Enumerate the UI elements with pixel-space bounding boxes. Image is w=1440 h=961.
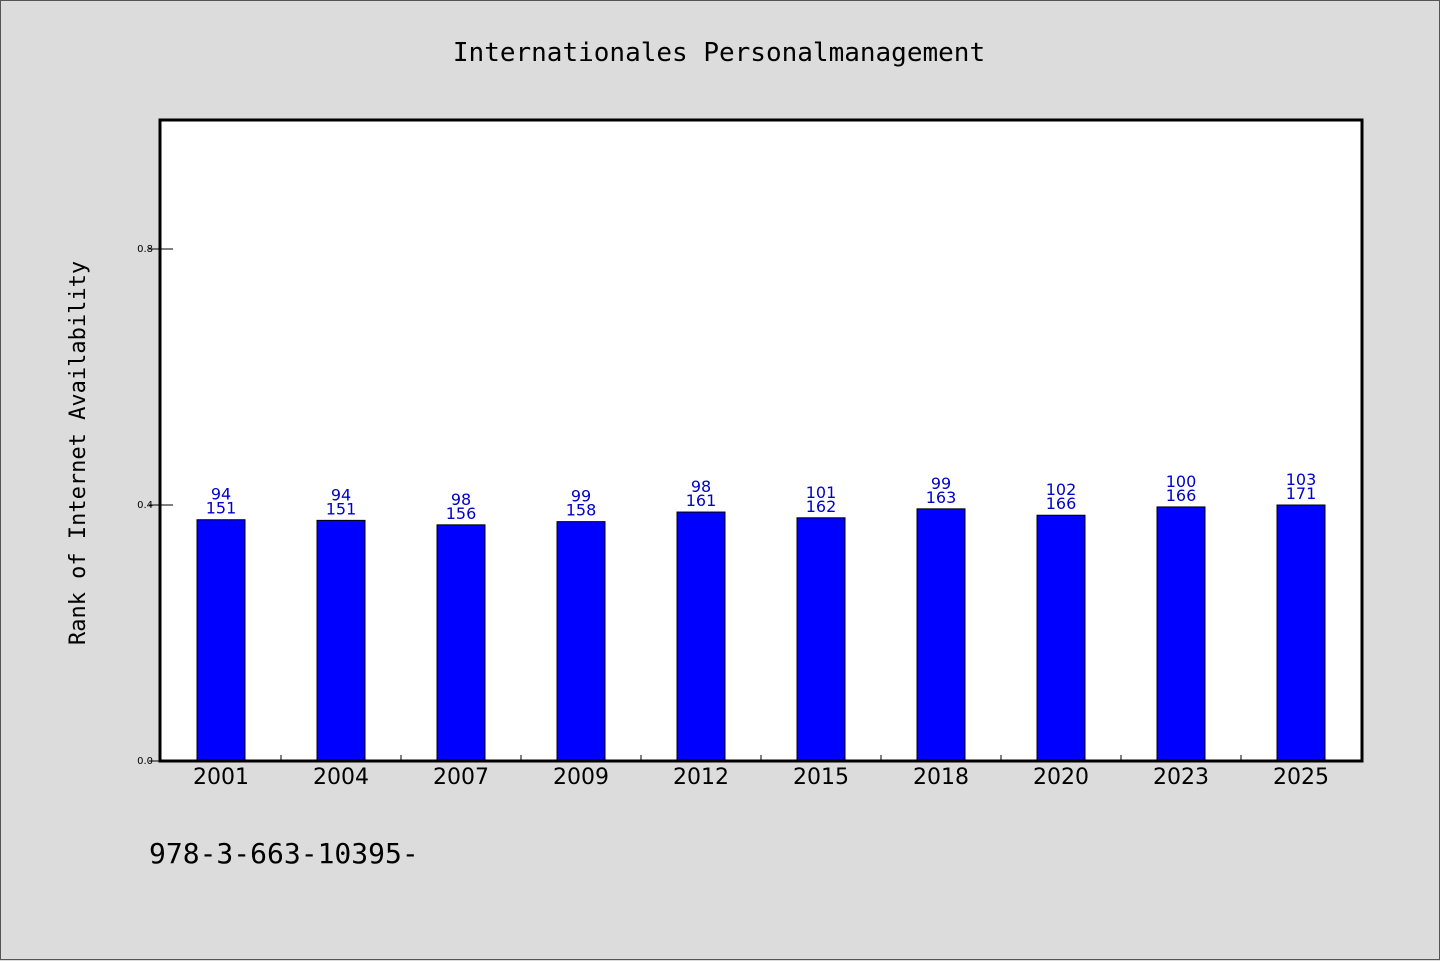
bar-2020	[1036, 514, 1086, 762]
y-axis-label: Rank of Internet Availability	[66, 261, 91, 645]
data-label-top-2012: 98	[691, 477, 711, 496]
data-label-bottom-2023: 166	[1166, 486, 1197, 505]
x-tick-label-2009: 2009	[553, 765, 609, 790]
plot-border	[158, 118, 1364, 763]
data-label-top-2004: 94	[331, 485, 351, 504]
y-tick-label: 0.4	[137, 500, 153, 511]
data-label-bottom-2020: 166	[1046, 494, 1077, 513]
x-tick-label-2018: 2018	[913, 765, 969, 790]
data-label-bottom-2012: 161	[686, 491, 717, 510]
footer-isbn: 978-3-663-10395-	[149, 837, 419, 870]
data-label-top-2001: 94	[211, 485, 231, 504]
data-label-bottom-2009: 158	[566, 501, 597, 520]
x-tick-label-2025: 2025	[1273, 765, 1329, 790]
x-tick-label-2015: 2015	[793, 765, 849, 790]
data-label-bottom-2001: 151	[206, 499, 237, 518]
data-label-top-2015: 101	[806, 483, 837, 502]
bar-2001	[196, 519, 246, 762]
chart-title: Internationales Personalmanagement	[453, 38, 985, 68]
x-tick-label-2004: 2004	[313, 765, 369, 790]
y-tick-label: 0.0	[137, 756, 153, 767]
x-tick-label-2023: 2023	[1153, 765, 1209, 790]
x-tick-label-2020: 2020	[1033, 765, 1089, 790]
data-label-top-2023: 100	[1166, 472, 1197, 491]
data-label-top-2007: 98	[451, 490, 471, 509]
data-label-bottom-2018: 163	[926, 488, 957, 507]
bar-2007	[436, 524, 486, 762]
x-tick-label-2001: 2001	[193, 765, 249, 790]
x-tick-label-2012: 2012	[673, 765, 729, 790]
bar-2025	[1276, 504, 1326, 762]
bars-layer	[196, 504, 1326, 762]
data-label-bottom-2025: 171	[1286, 484, 1317, 503]
bar-2015	[796, 517, 846, 762]
labels-layer: 0.00.40.89415120019415120049815620079915…	[137, 244, 1329, 790]
bar-2018	[916, 508, 966, 762]
bar-2009	[556, 521, 606, 762]
data-label-top-2025: 103	[1286, 470, 1317, 489]
bar-2023	[1156, 506, 1206, 762]
data-label-top-2018: 99	[931, 474, 951, 493]
data-label-top-2009: 99	[571, 487, 591, 506]
bar-2004	[316, 519, 366, 762]
data-label-bottom-2004: 151	[326, 499, 357, 518]
data-label-top-2020: 102	[1046, 480, 1077, 499]
y-tick-label: 0.8	[137, 244, 153, 255]
bar-2012	[676, 511, 726, 762]
data-label-bottom-2015: 162	[806, 497, 837, 516]
data-label-bottom-2007: 156	[446, 504, 477, 523]
x-tick-label-2007: 2007	[433, 765, 489, 790]
